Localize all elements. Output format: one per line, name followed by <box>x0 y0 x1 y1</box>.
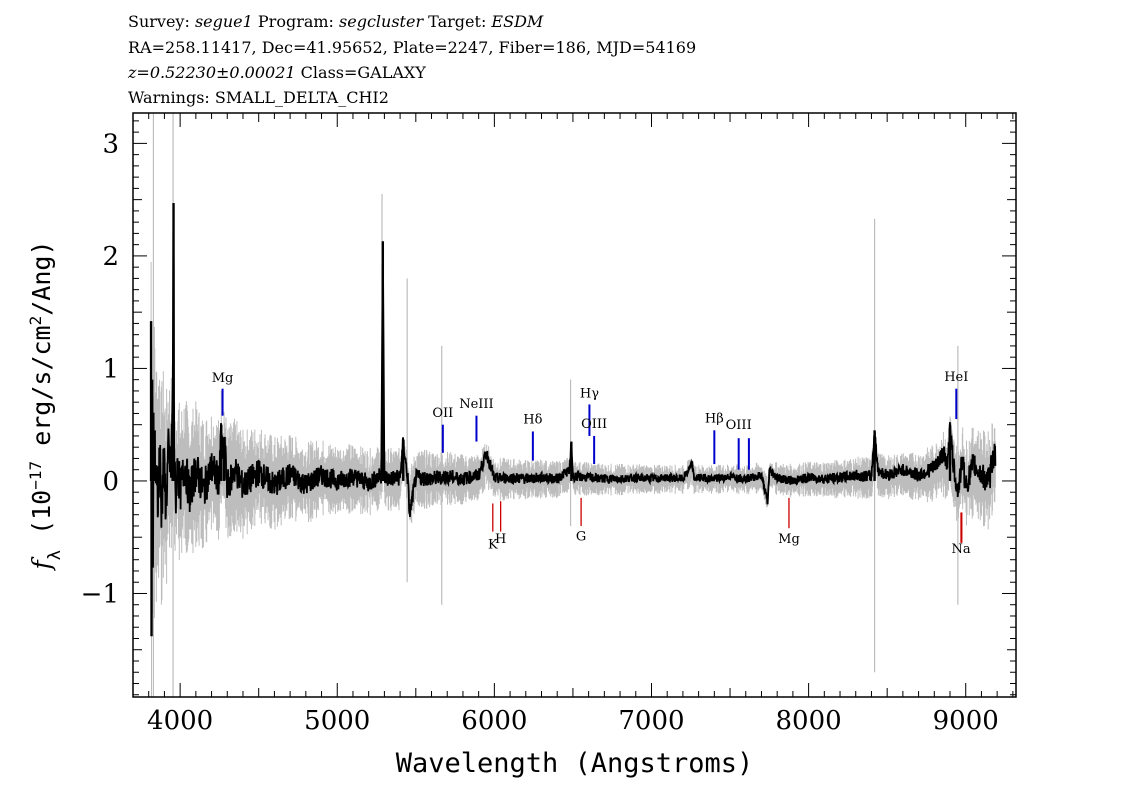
line-label-11: H <box>495 532 506 547</box>
line-label-2: NeIII <box>459 397 493 412</box>
y-axis-label-part-2: (10 <box>27 490 56 550</box>
line-label-5: OIII <box>581 417 607 432</box>
line-label-7: OIII <box>726 418 752 433</box>
line-label-6: Hβ <box>705 411 724 426</box>
plot-frame <box>132 112 1017 698</box>
class-value: Class=GALAXY <box>295 63 426 82</box>
y-axis-label-part-6: /Ang) <box>27 240 56 315</box>
y-axis-label-part-4: erg/s/cm <box>27 325 56 460</box>
line-label-14: Na <box>951 542 970 557</box>
y-axis-label-part-3: −17 <box>26 461 45 490</box>
header-line-3: z=0.52230±0.00021 Class=GALAXY <box>128 63 426 82</box>
survey-label: Survey: <box>128 12 195 31</box>
y-tick-label--1: −1 <box>81 579 119 609</box>
line-label-9: HeI <box>944 370 968 385</box>
target-value: ESDM <box>491 12 544 31</box>
line-label-13: Mg <box>778 532 800 547</box>
y-tick-label-3: 3 <box>102 129 119 159</box>
header-line-4: Warnings: SMALL_DELTA_CHI2 <box>128 88 389 107</box>
y-axis-label-part-0: f <box>27 557 56 572</box>
line-label-4: Hγ <box>580 387 599 402</box>
x-tick-label-4000: 4000 <box>147 706 213 736</box>
line-label-1: OII <box>432 406 453 421</box>
target-label: Target: <box>423 12 492 31</box>
line-label-10: K <box>488 537 498 552</box>
x-tick-label-6000: 6000 <box>461 706 527 736</box>
flux-line <box>150 222 997 568</box>
y-axis-label: fλ (10−17 erg/s/cm2/Ang) <box>26 240 66 571</box>
program-value: segcluster <box>339 12 424 31</box>
line-label-12: G <box>576 530 586 545</box>
y-tick-label-1: 1 <box>102 354 119 384</box>
redshift-value: z=0.52230±0.00021 <box>128 63 296 82</box>
header-line-2: RA=258.11417, Dec=41.95652, Plate=2247, … <box>128 38 697 57</box>
header-line-1: Survey: segue1 Program: segcluster Targe… <box>128 12 543 31</box>
y-tick-label-2: 2 <box>102 242 119 272</box>
program-label: Program: <box>252 12 340 31</box>
line-label-3: Hδ <box>523 413 542 428</box>
x-tick-label-9000: 9000 <box>933 706 999 736</box>
x-tick-label-8000: 8000 <box>776 706 842 736</box>
x-tick-label-5000: 5000 <box>304 706 370 736</box>
x-tick-label-7000: 7000 <box>618 706 684 736</box>
x-axis-label: Wavelength (Angstroms) <box>396 748 754 779</box>
plot-area <box>149 113 997 697</box>
y-axis-label-part-5: 2 <box>26 316 45 326</box>
survey-value: segue1 <box>194 12 253 31</box>
y-tick-label-0: 0 <box>102 467 119 497</box>
line-label-0: Mg <box>212 371 234 386</box>
y-axis-label-part-1: λ <box>45 550 65 560</box>
